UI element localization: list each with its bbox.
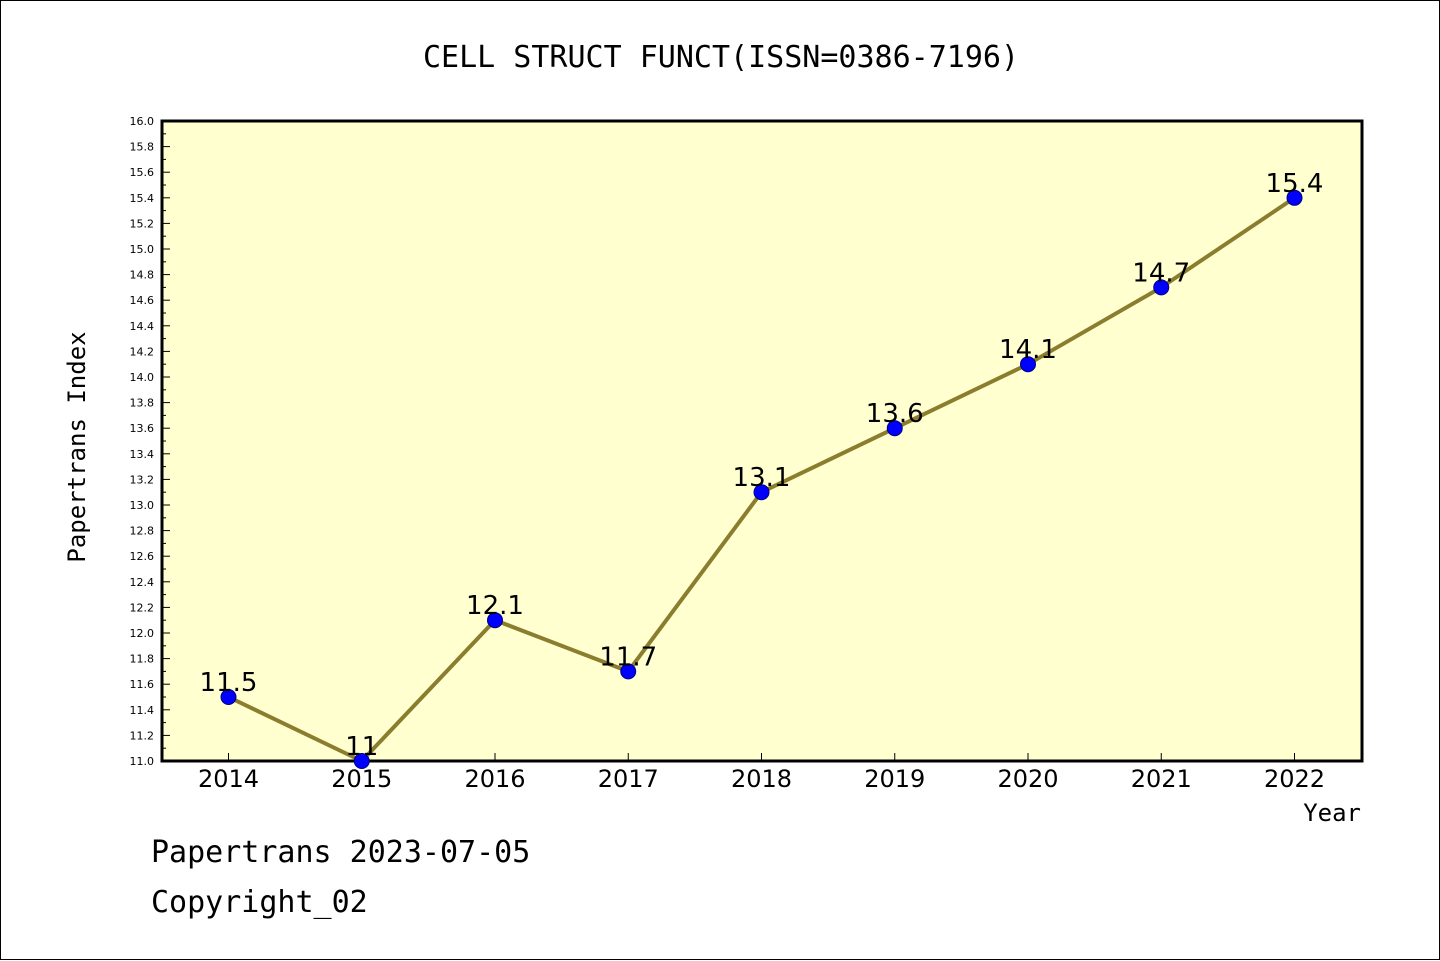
x-tick-label: 2021	[1131, 765, 1192, 793]
y-tick-label: 13.8	[130, 397, 155, 410]
y-tick-label: 13.6	[130, 422, 155, 435]
data-point-marker	[620, 663, 637, 680]
y-tick-label: 11.4	[130, 704, 155, 717]
data-point-label: 11	[345, 732, 378, 762]
y-tick-label: 16.0	[130, 115, 155, 128]
y-tick-label: 11.6	[130, 678, 155, 691]
chart-title: CELL STRUCT FUNCT(ISSN=0386-7196)	[423, 40, 1019, 75]
x-axis-title: Year	[1303, 799, 1361, 827]
y-tick-label: 11.0	[130, 755, 155, 768]
x-tick-label: 2018	[731, 765, 792, 793]
footer-date: Papertrans 2023-07-05	[151, 835, 531, 870]
data-point-label: 14.7	[1132, 258, 1190, 288]
x-tick-label: 2014	[198, 765, 259, 793]
y-tick-label: 14.4	[130, 320, 155, 333]
data-point-label: 11.7	[599, 642, 657, 672]
data-point-marker	[886, 420, 903, 437]
x-tick-label: 2022	[1264, 765, 1325, 793]
data-point-marker	[353, 753, 370, 769]
y-tick-label: 12.0	[130, 627, 155, 640]
marker-group	[220, 189, 1303, 769]
data-point-label: 13.6	[866, 399, 924, 429]
footer-copyright: Copyright_02	[151, 885, 368, 920]
y-tick-label: 14.6	[130, 294, 155, 307]
y-tick-label: 13.0	[130, 499, 155, 512]
y-tick-label: 14.2	[130, 345, 155, 358]
y-tick-label: 15.0	[130, 243, 155, 256]
y-tick-label: 11.2	[130, 729, 155, 742]
data-point-marker	[1153, 279, 1170, 296]
y-tick-label: 14.8	[130, 269, 155, 282]
y-tick-label: 13.2	[130, 473, 155, 486]
data-point-label: 14.1	[999, 335, 1057, 365]
data-point-marker	[487, 612, 503, 629]
y-tick-label: 12.6	[130, 550, 155, 563]
x-tick-label: 2019	[864, 765, 925, 793]
x-axis: 2014 2015 2016 2017 2018 2019 2020 2021 2022	[198, 753, 1325, 793]
data-point-label: 11.5	[200, 668, 258, 698]
y-tick-label: 12.2	[130, 601, 155, 614]
data-point-marker	[1286, 189, 1303, 206]
y-axis-title: Papertrans Index	[63, 331, 91, 562]
x-tick-label: 2015	[331, 765, 392, 793]
y-tick-label: 15.4	[130, 192, 155, 205]
y-tick-label: 15.8	[130, 141, 155, 154]
y-tick-label: 12.8	[130, 525, 155, 538]
y-tick-label: 14.0	[130, 371, 155, 384]
data-point-label: 15.4	[1266, 169, 1324, 199]
data-point-label: 12.1	[466, 591, 524, 621]
plot-area	[160, 119, 1364, 763]
data-point-marker	[220, 689, 237, 705]
y-tick-label: 15.6	[130, 166, 155, 179]
x-tick-label: 2016	[464, 765, 525, 793]
data-point-marker	[753, 484, 770, 501]
y-tick-label: 12.4	[130, 576, 155, 589]
x-tick-label: 2017	[598, 765, 659, 793]
x-tick-label: 2020	[997, 765, 1058, 793]
data-point-label: 13.1	[733, 463, 791, 493]
data-point-marker	[1020, 356, 1036, 373]
y-tick-label: 15.2	[130, 217, 155, 230]
y-tick-label: 11.8	[130, 653, 155, 666]
y-axis: 11.0 11.2 11.4 11.6 11.8 12.0 12.2 12.4 12.6 12.8…	[130, 115, 170, 768]
y-tick-label: 13.4	[130, 448, 155, 461]
data-label-group: 11.5 11 12.1 11.7 13.1 13.6 14.1 14.7 15.4	[200, 169, 1324, 762]
